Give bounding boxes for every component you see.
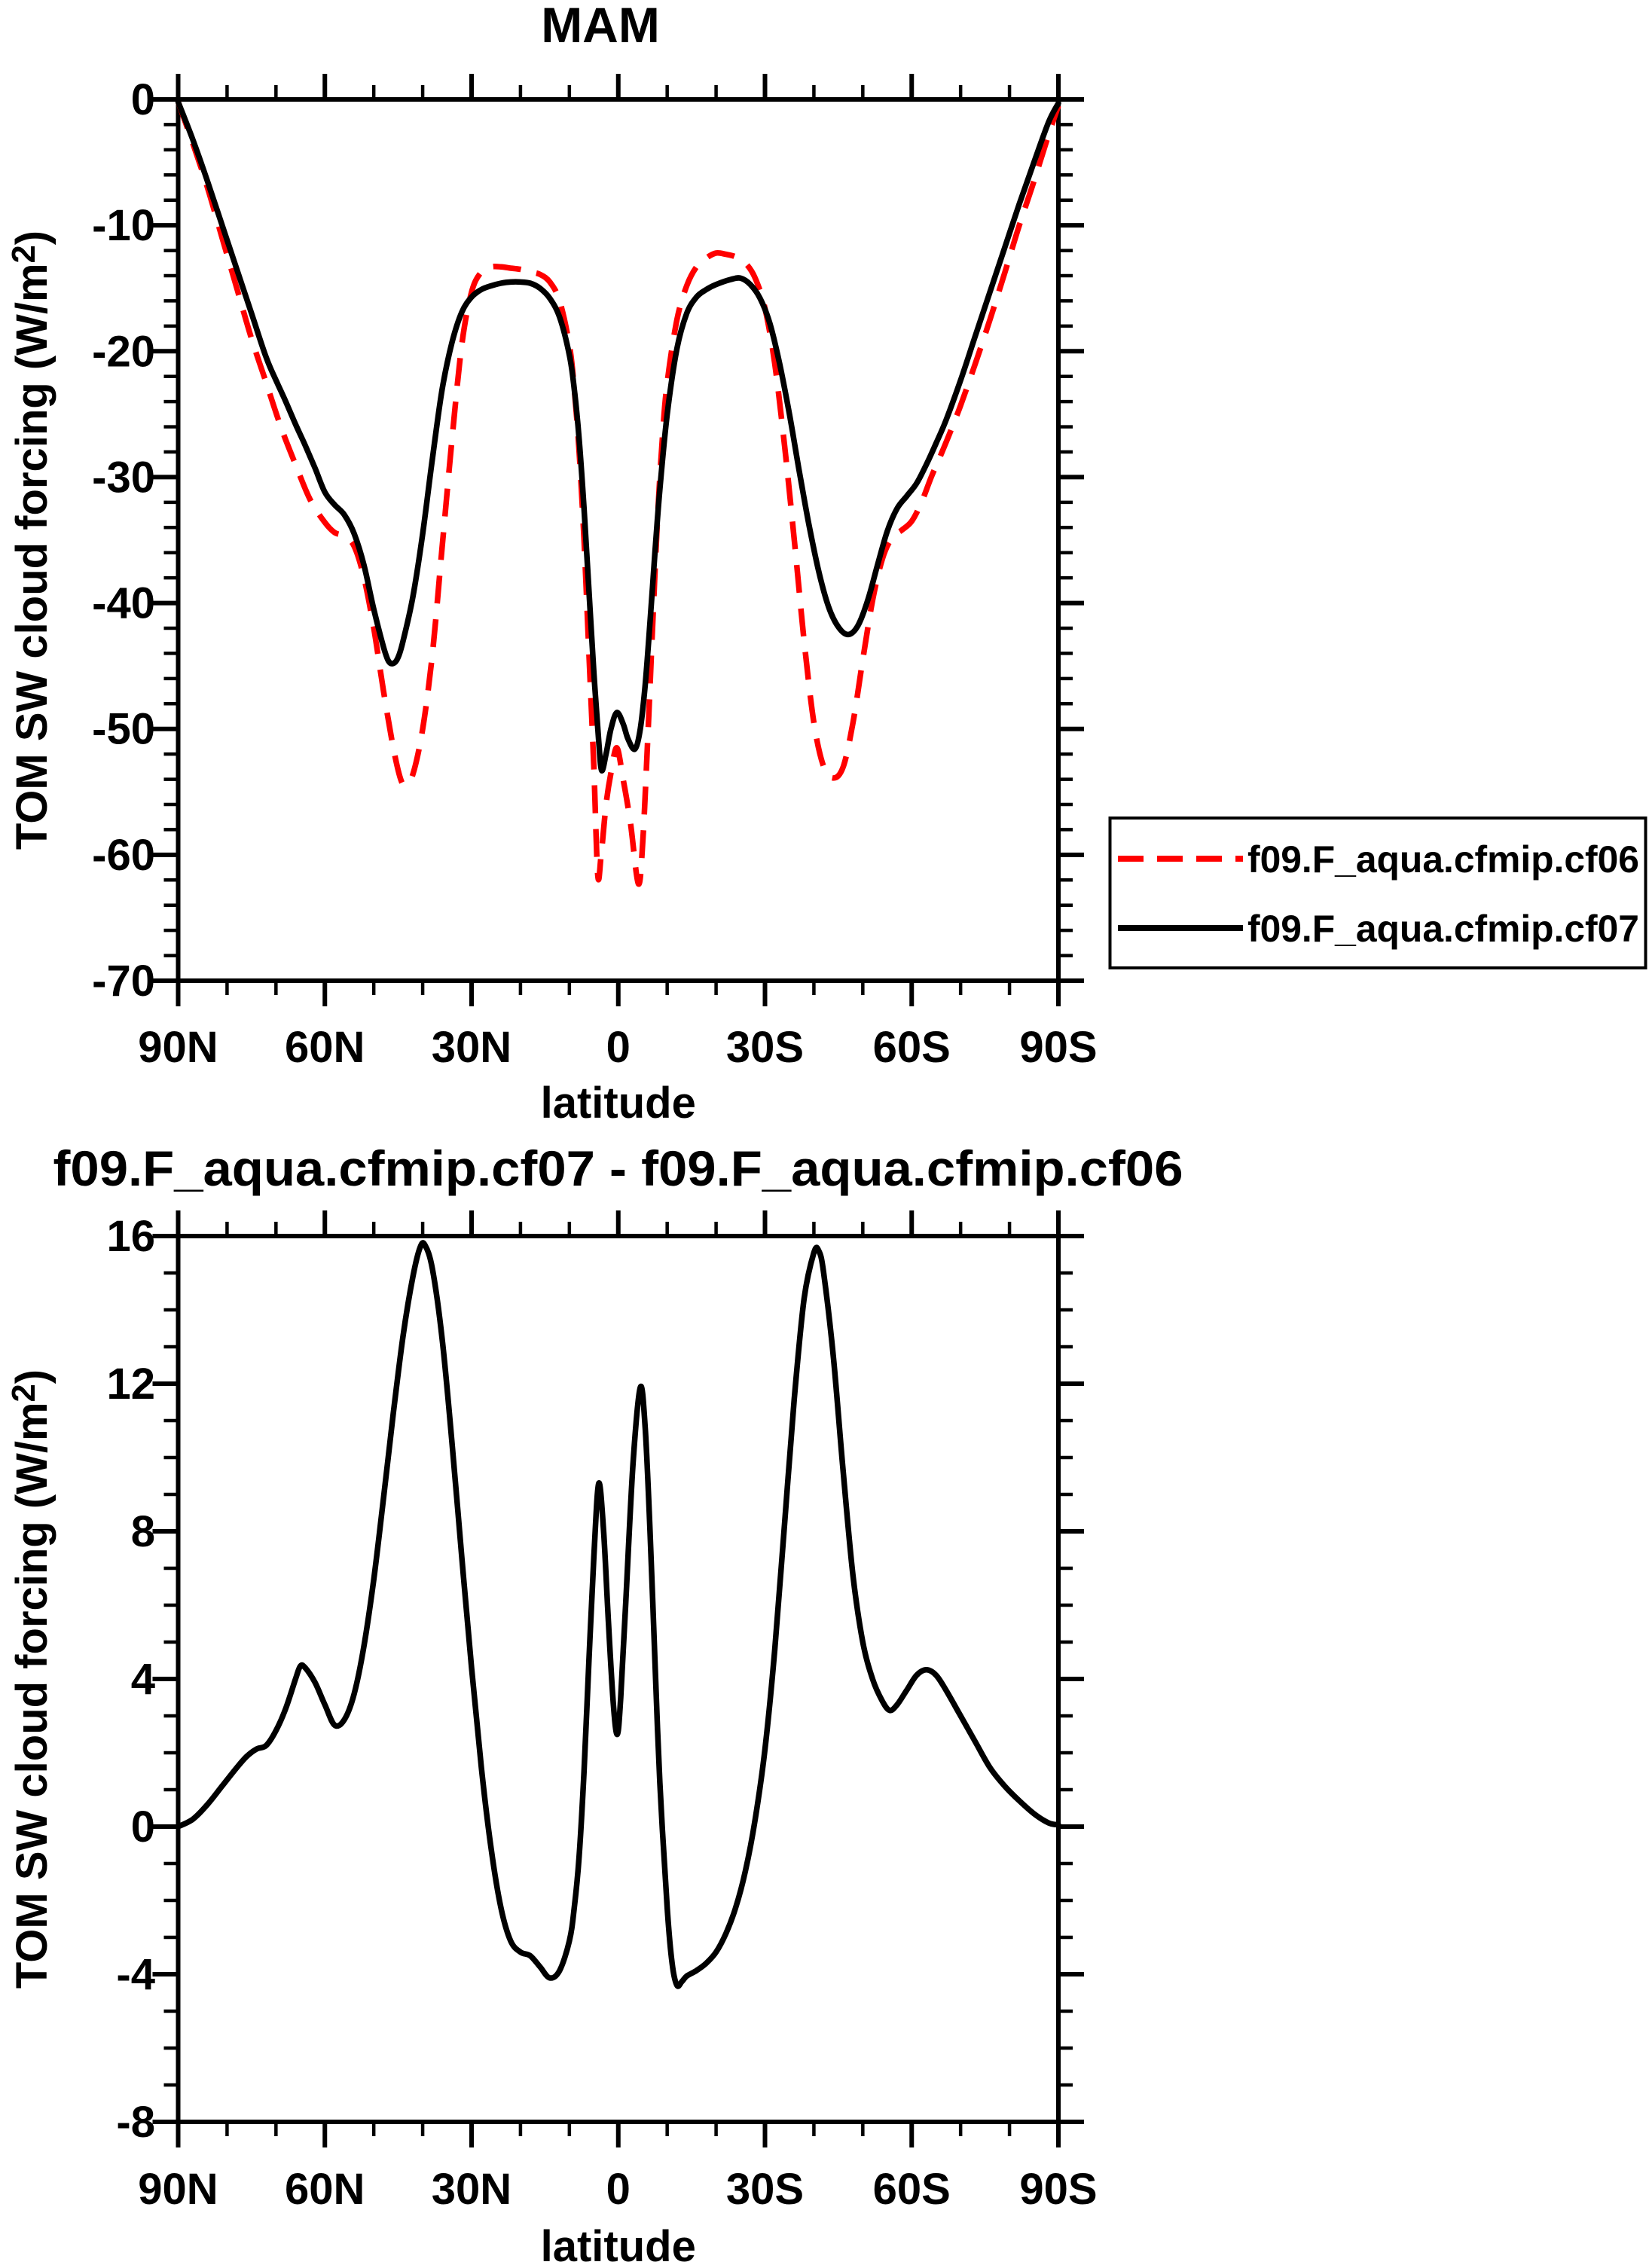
x-tick-label: 30S — [726, 1023, 804, 1072]
y-tick-label: 0 — [131, 1802, 155, 1851]
panel-title: f09.F_aqua.cfmip.cf07 - f09.F_aqua.cfmip… — [53, 1140, 1183, 1196]
x-axis-title: latitude — [541, 1079, 696, 1128]
y-tick-label: -20 — [92, 327, 155, 376]
legend-label: f09.F_aqua.cfmip.cf07 — [1247, 908, 1639, 950]
y-tick-label: 4 — [131, 1655, 155, 1704]
legend: f09.F_aqua.cfmip.cf06 f09.F_aqua.cfmip.cf… — [1108, 817, 1647, 969]
x-tick-label: 60S — [873, 2165, 951, 2214]
y-tick-label: -30 — [92, 453, 155, 502]
y-tick-label: 16 — [106, 1212, 155, 1261]
y-tick-label: -8 — [116, 2098, 155, 2147]
x-tick-label: 60S — [873, 1023, 951, 1072]
x-tick-labels: 90N 60N 30N 0 30S 60S 90S — [138, 1023, 1097, 1072]
y-tick-label: 8 — [131, 1507, 155, 1556]
y-tick-label: -10 — [92, 201, 155, 250]
y-tick-label: -50 — [92, 705, 155, 754]
x-tick-label: 90N — [138, 2165, 218, 2214]
legend-box — [1108, 817, 1647, 969]
y-tick-label: -4 — [116, 1950, 155, 1999]
curve-f09-f-aqua-cfmip-cf06 — [175, 101, 1061, 887]
axis-ticks — [152, 74, 1084, 1006]
chart-panel-difference: 90N 60N 30N 0 30S 60S 90S 16 12 8 4 0 -4 -8 f09.F_aqua… — [6, 1140, 1183, 2268]
x-tick-label: 90S — [1019, 2165, 1097, 2214]
panel-title: MAM — [541, 0, 660, 53]
x-tick-label: 30N — [432, 1023, 511, 1072]
legend-entry-1: f09.F_aqua.cfmip.cf07 — [1118, 908, 1639, 950]
curve-f09-f-aqua-cfmip-cf07 — [175, 99, 1061, 774]
y-tick-labels: 0 -10 -20 -30 -40 -50 -60 -70 — [92, 75, 155, 1006]
curve-difference-cf07-cf06- — [175, 1240, 1061, 1989]
y-axis-title: TOM SW cloud forcing (W/m2) — [6, 230, 56, 850]
y-tick-labels: 16 12 8 4 0 -4 -8 — [106, 1212, 155, 2147]
y-tick-label: -60 — [92, 831, 155, 880]
y-tick-label: 12 — [106, 1360, 155, 1409]
chart-panel-mam: 90N 60N 30N 0 30S 60S 90S 0 -10 -20 -30 -40 -50 -60 -7… — [6, 0, 1098, 1128]
x-tick-label: 0 — [606, 2165, 631, 2214]
x-tick-label: 90N — [138, 1023, 218, 1072]
legend-label: f09.F_aqua.cfmip.cf06 — [1247, 838, 1639, 881]
x-tick-labels: 90N 60N 30N 0 30S 60S 90S — [138, 2165, 1097, 2214]
y-tick-label: -70 — [92, 957, 155, 1006]
curves — [175, 99, 1061, 887]
x-tick-label: 60N — [285, 1023, 365, 1072]
x-axis-title: latitude — [541, 2222, 696, 2268]
x-tick-label: 30S — [726, 2165, 804, 2214]
x-tick-label: 90S — [1019, 1023, 1097, 1072]
x-tick-label: 0 — [606, 1023, 631, 1072]
y-axis-title: TOM SW cloud forcing (W/m2) — [6, 1369, 56, 1989]
x-tick-label: 30N — [432, 2165, 511, 2214]
curves — [175, 1240, 1061, 1989]
y-tick-label: -40 — [92, 579, 155, 628]
y-tick-label: 0 — [131, 75, 155, 124]
axis-ticks — [152, 1210, 1084, 2147]
x-tick-label: 60N — [285, 2165, 365, 2214]
legend-entry-0: f09.F_aqua.cfmip.cf06 — [1118, 838, 1639, 881]
